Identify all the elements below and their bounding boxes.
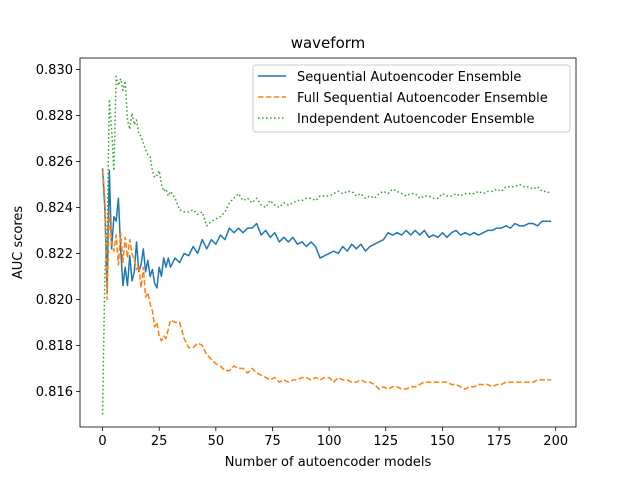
y-tick-label: 0.822 xyxy=(36,247,73,262)
y-tick-label: 0.824 xyxy=(36,201,73,216)
x-tick-label: 75 xyxy=(264,434,281,449)
chart-title: waveform xyxy=(291,34,366,52)
y-axis-ticks: 0.816 0.818 0.820 0.822 0.824 0.826 0.828 0.830 xyxy=(36,63,80,400)
plot-frame xyxy=(79,57,577,428)
legend: Sequential Autoencoder Ensemble Full Sequ… xyxy=(252,64,571,133)
y-tick-label: 0.828 xyxy=(36,109,73,124)
x-tick-label: 150 xyxy=(430,434,455,449)
x-tick-label: 125 xyxy=(373,434,398,449)
y-tick-label: 0.820 xyxy=(36,293,73,308)
y-tick-label: 0.818 xyxy=(36,339,73,354)
series-layer xyxy=(101,75,552,415)
series-line-1 xyxy=(101,168,552,289)
legend-box xyxy=(252,64,571,133)
legend-label-3: Independent Autoencoder Ensemble xyxy=(297,112,535,127)
x-tick-label: 100 xyxy=(317,434,342,449)
x-axis-label: Number of autoencoder models xyxy=(225,455,432,470)
x-tick-label: 0 xyxy=(98,434,106,449)
series-line-3 xyxy=(101,75,552,415)
series-line-2 xyxy=(101,170,552,390)
x-tick-label: 25 xyxy=(151,434,168,449)
x-tick-label: 50 xyxy=(208,434,225,449)
y-axis-label: AUC scores xyxy=(11,206,26,280)
legend-label-1: Sequential Autoencoder Ensemble xyxy=(297,70,521,85)
y-tick-label: 0.826 xyxy=(36,155,73,170)
x-axis-ticks: 0 25 50 75 100 125 150 175 200 xyxy=(98,427,568,449)
x-tick-label: 200 xyxy=(543,434,568,449)
x-tick-label: 175 xyxy=(487,434,512,449)
y-tick-label: 0.816 xyxy=(36,385,73,400)
y-tick-label: 0.830 xyxy=(36,63,73,78)
legend-label-2: Full Sequential Autoencoder Ensemble xyxy=(297,91,548,106)
